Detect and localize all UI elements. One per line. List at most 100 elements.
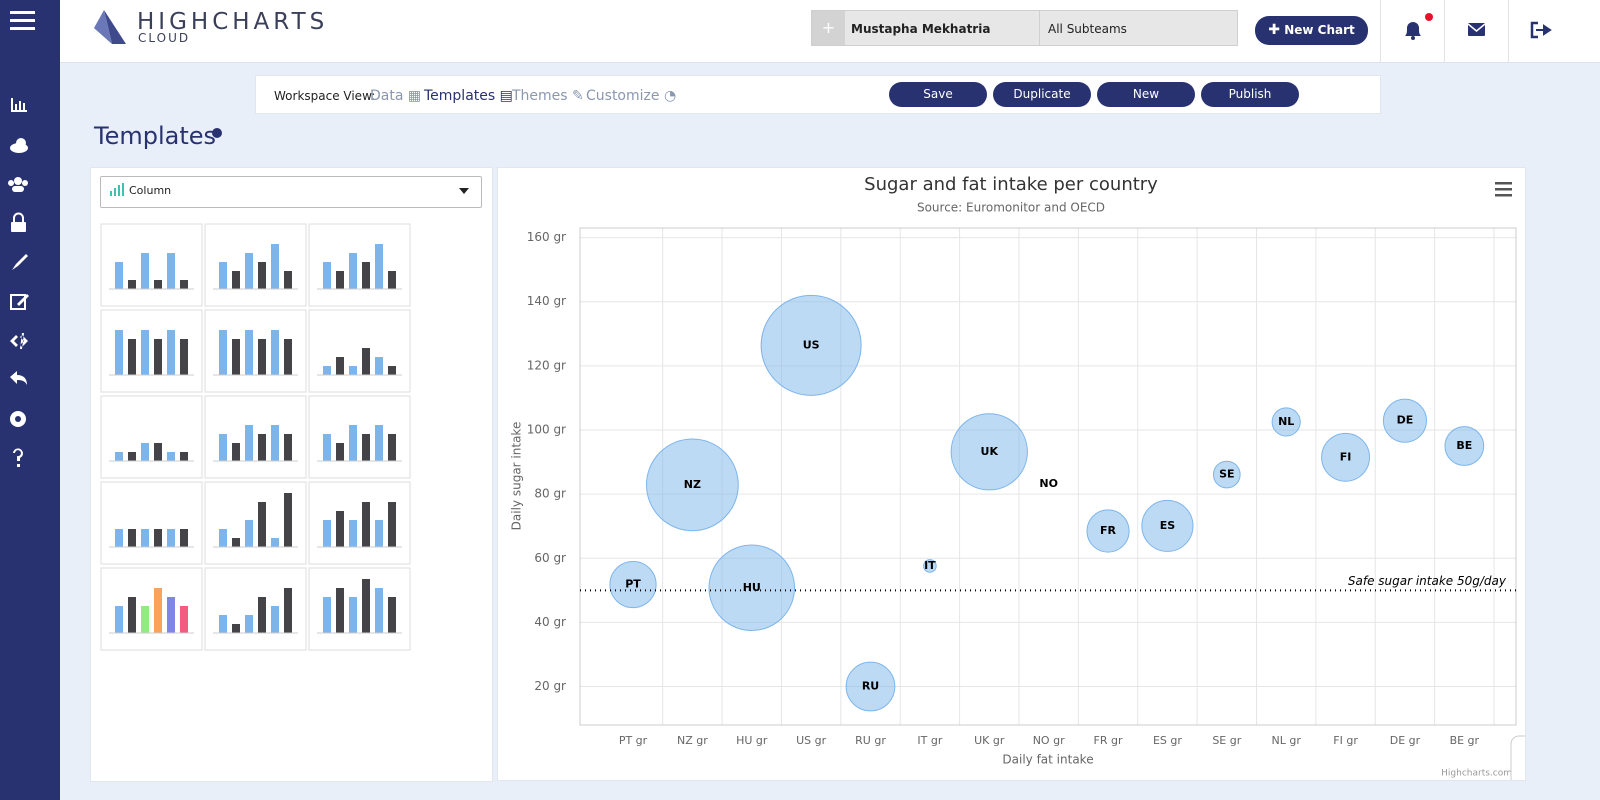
thumbnail-bar bbox=[271, 330, 279, 375]
thumbnail-bar bbox=[258, 502, 266, 547]
mail-icon[interactable] bbox=[1467, 23, 1486, 36]
thumbnail-bar bbox=[258, 262, 266, 289]
select-icon bbox=[110, 183, 124, 196]
thumbnail-bar bbox=[219, 615, 227, 633]
sidebar-icons bbox=[8, 11, 35, 467]
thumbnail-bar bbox=[258, 597, 266, 633]
thumbnail-bar bbox=[336, 443, 344, 461]
select-value: Column bbox=[129, 184, 172, 197]
thumbnail-bar bbox=[180, 339, 188, 375]
x-tick-label: PT gr bbox=[619, 734, 648, 747]
thumbnail-bar bbox=[154, 339, 162, 375]
thumbnail-bar bbox=[336, 271, 344, 289]
bubble bbox=[1086, 509, 1130, 553]
thumbnail-bar bbox=[141, 330, 149, 375]
bubble bbox=[923, 559, 937, 573]
logout-icon[interactable] bbox=[1530, 21, 1552, 39]
select-caret bbox=[459, 188, 469, 194]
thumbnail-bar bbox=[115, 262, 123, 289]
plus-icon: ✚ bbox=[1268, 22, 1280, 38]
bubble-label: NL bbox=[1278, 415, 1294, 428]
thumbnail-bar bbox=[141, 529, 149, 547]
template-thumbnails bbox=[100, 223, 411, 651]
bubble-label: BE bbox=[1456, 439, 1472, 452]
thumbnail-bar bbox=[388, 434, 396, 461]
team-name[interactable]: All Subteams bbox=[1048, 22, 1127, 36]
thumbnail-bar bbox=[232, 443, 240, 461]
y-tick-label: 20 gr bbox=[534, 679, 566, 693]
view-label: Templates bbox=[424, 88, 496, 104]
menu-icon[interactable] bbox=[10, 11, 35, 30]
bubble bbox=[1141, 499, 1194, 552]
publish-button[interactable]: Publish bbox=[1201, 82, 1299, 107]
thumbnail-bar bbox=[271, 538, 279, 547]
thumbnail-bar bbox=[232, 624, 240, 633]
duplicate-button[interactable]: Duplicate bbox=[993, 82, 1091, 107]
thumbnail-bar bbox=[323, 262, 331, 289]
nav-icons[interactable] bbox=[8, 98, 29, 467]
bubble bbox=[760, 294, 862, 396]
y-axis-title: Daily sugar intake bbox=[510, 422, 524, 531]
thumbnail-bar bbox=[388, 366, 396, 375]
y-tick-label: 160 gr bbox=[527, 230, 566, 244]
bubble bbox=[646, 438, 739, 532]
thumbnail-bar bbox=[128, 529, 136, 547]
header-icons bbox=[1380, 0, 1552, 62]
thumbnail-bar bbox=[115, 330, 123, 375]
bubble-label: US bbox=[803, 338, 820, 351]
chart-title: Sugar and fat intake per country bbox=[864, 174, 1158, 195]
chart-subtitle: Source: Euromonitor and OECD bbox=[917, 201, 1105, 215]
feedback-widget[interactable] bbox=[1510, 735, 1525, 780]
view-label: Themes bbox=[512, 88, 568, 104]
thumbnail-bar bbox=[362, 502, 370, 547]
thumbnail-bar bbox=[271, 425, 279, 461]
template-select[interactable] bbox=[100, 176, 482, 208]
thumbnail-bar bbox=[245, 615, 253, 633]
bubble-label: IT bbox=[924, 559, 936, 572]
notifications-icon[interactable] bbox=[1405, 13, 1433, 40]
x-tick-label: IT gr bbox=[917, 734, 942, 747]
thumbnail-bar bbox=[167, 452, 175, 461]
y-tick-label: 40 gr bbox=[534, 615, 566, 629]
template-thumbnail[interactable] bbox=[308, 309, 411, 393]
bubble-label: HU bbox=[743, 581, 761, 594]
thumbnail-bar bbox=[245, 425, 253, 461]
thumbnail-bar bbox=[323, 366, 331, 375]
view-customize[interactable]: Customize ◔ bbox=[586, 88, 677, 104]
x-tick-label: HU gr bbox=[736, 734, 768, 747]
chart-menu[interactable] bbox=[1495, 182, 1512, 197]
add-button[interactable]: + bbox=[812, 11, 845, 45]
new-button[interactable]: New bbox=[1097, 82, 1195, 107]
bubble bbox=[1382, 398, 1427, 443]
bubble-label: DE bbox=[1397, 414, 1414, 427]
bubble-label: SE bbox=[1219, 468, 1234, 481]
view-templates[interactable]: Templates ▤ bbox=[424, 88, 513, 104]
template-thumbnail[interactable] bbox=[100, 481, 203, 565]
thumbnail-bar bbox=[271, 244, 279, 289]
help-icon[interactable] bbox=[211, 127, 223, 139]
view-themes[interactable]: Themes ✎ bbox=[512, 88, 584, 104]
thumbnail-bar bbox=[284, 588, 292, 633]
bubble bbox=[1271, 407, 1301, 437]
thumbnail-bar bbox=[388, 502, 396, 547]
save-button[interactable]: Save bbox=[889, 82, 987, 107]
bubble-label: UK bbox=[981, 445, 999, 458]
bubble bbox=[609, 560, 657, 609]
y-tick-label: 140 gr bbox=[527, 294, 566, 308]
thumbnail-bar bbox=[336, 357, 344, 375]
template-thumbnail[interactable] bbox=[100, 395, 203, 479]
plot-border bbox=[579, 227, 1517, 726]
user-name[interactable]: Mustapha Mekhatria bbox=[845, 11, 1040, 45]
thumbnail-bar bbox=[154, 443, 162, 461]
thumbnail-bar bbox=[388, 597, 396, 633]
new-chart-button[interactable]: ✚ New Chart bbox=[1255, 16, 1368, 45]
thumbnail-bar bbox=[128, 280, 136, 289]
view-data[interactable]: Data ▦ bbox=[370, 88, 422, 104]
thumbnail-bar bbox=[167, 529, 175, 547]
thumbnail-bar bbox=[323, 434, 331, 461]
thumbnail-bar bbox=[141, 253, 149, 289]
workspace-label: Workspace View: bbox=[274, 89, 376, 103]
thumbnail-bar bbox=[323, 520, 331, 547]
view-label: Data bbox=[370, 88, 404, 104]
